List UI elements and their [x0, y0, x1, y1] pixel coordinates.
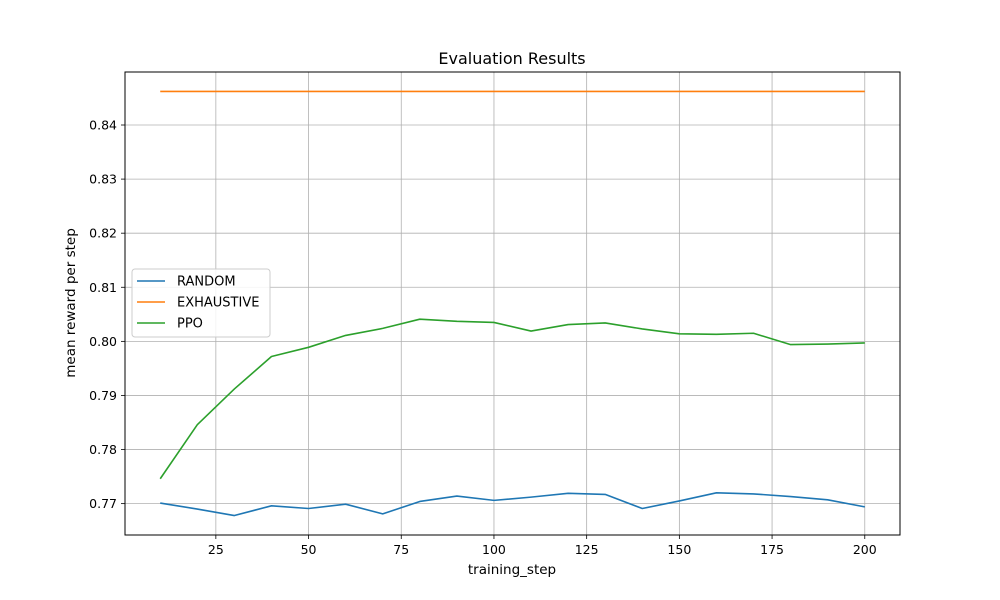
x-tick-label: 25 [208, 542, 224, 557]
legend-label-ppo: PPO [177, 317, 203, 332]
y-tick-label: 0.80 [89, 334, 117, 349]
y-tick-label: 0.83 [89, 172, 117, 187]
x-tick-label: 200 [853, 542, 877, 557]
y-axis: 0.77 0.78 0.79 0.80 0.81 0.82 0.83 0.84 [89, 118, 125, 511]
y-tick-label: 0.82 [89, 226, 117, 241]
series-layer [159, 90, 865, 517]
legend-label-exhaustive: EXHAUSTIVE [177, 296, 259, 311]
legend-box [131, 268, 271, 338]
y-tick-label: 0.84 [89, 118, 117, 133]
y-axis-label: mean reward per step [63, 228, 79, 378]
x-tick-label: 175 [760, 542, 784, 557]
series-line-random [160, 492, 865, 517]
plot-frame [124, 71, 901, 536]
legend-label-random: RANDOM [177, 275, 236, 290]
x-axis-label: training_step [468, 562, 556, 578]
x-tick-label: 100 [482, 542, 506, 557]
legend: RANDOM EXHAUSTIVE PPO [131, 268, 271, 338]
x-tick-label: 125 [575, 542, 599, 557]
x-tick-label: 150 [667, 542, 691, 557]
y-tick-label: 0.78 [89, 442, 117, 457]
x-tick-label: 50 [301, 542, 317, 557]
y-tick-label: 0.77 [89, 496, 117, 511]
series-line-ppo [159, 318, 865, 480]
x-axis: 25 50 75 100 125 150 175 200 [208, 535, 877, 557]
y-tick-label: 0.81 [89, 280, 117, 295]
y-tick-label: 0.79 [89, 388, 117, 403]
chart-title: Evaluation Results [438, 49, 585, 68]
x-tick-label: 75 [393, 542, 409, 557]
